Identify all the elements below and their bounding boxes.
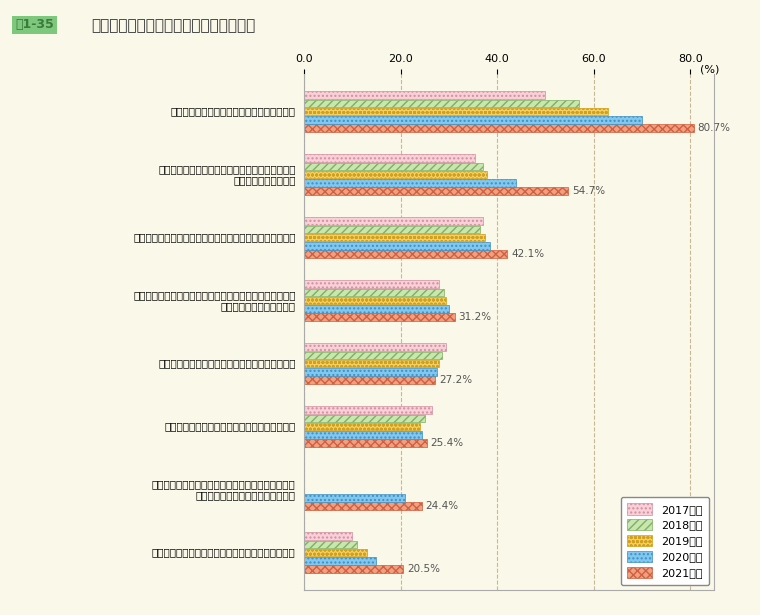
Bar — [304, 502, 422, 510]
Bar — [304, 305, 449, 312]
Bar — [304, 171, 487, 178]
Text: (%): (%) — [700, 65, 719, 74]
Bar — [304, 549, 367, 557]
Bar — [304, 92, 546, 99]
Bar — [304, 557, 376, 565]
Bar — [304, 439, 426, 447]
Bar — [304, 423, 420, 430]
Text: 80.7%: 80.7% — [698, 123, 730, 133]
Bar — [304, 313, 454, 321]
Text: 図1-35: 図1-35 — [15, 18, 54, 31]
Bar — [304, 415, 425, 423]
Bar — [304, 533, 353, 540]
Bar — [304, 116, 642, 124]
Text: 24.4%: 24.4% — [426, 501, 459, 511]
Bar — [304, 280, 439, 288]
Bar — [304, 288, 444, 296]
Bar — [304, 187, 568, 195]
Text: 25.4%: 25.4% — [430, 438, 464, 448]
Bar — [304, 234, 485, 242]
Bar — [304, 162, 483, 170]
Bar — [304, 179, 517, 187]
Bar — [304, 296, 446, 304]
Bar — [304, 100, 579, 107]
Bar — [304, 226, 480, 233]
Bar — [304, 352, 442, 359]
Bar — [304, 541, 357, 549]
Bar — [304, 376, 435, 384]
Text: 20.5%: 20.5% — [407, 564, 440, 574]
Text: 31.2%: 31.2% — [458, 312, 492, 322]
Text: 27.2%: 27.2% — [439, 375, 472, 385]
Text: 54.7%: 54.7% — [572, 186, 605, 196]
Text: 42.1%: 42.1% — [511, 249, 544, 259]
Bar — [304, 108, 608, 116]
Bar — [304, 407, 432, 414]
Bar — [304, 124, 694, 132]
Bar — [304, 154, 476, 162]
Bar — [304, 360, 439, 368]
Bar — [304, 343, 446, 351]
Bar — [304, 494, 405, 502]
Bar — [304, 217, 483, 225]
Bar — [304, 368, 437, 376]
Legend: 2017年度, 2018年度, 2019年度, 2020年度, 2021年度: 2017年度, 2018年度, 2019年度, 2020年度, 2021年度 — [621, 496, 709, 585]
Text: 優秀な人材を確保するために必要な取組: 優秀な人材を確保するために必要な取組 — [91, 18, 255, 33]
Bar — [304, 565, 403, 573]
Bar — [304, 250, 507, 258]
Bar — [304, 242, 490, 250]
Bar — [304, 431, 423, 438]
